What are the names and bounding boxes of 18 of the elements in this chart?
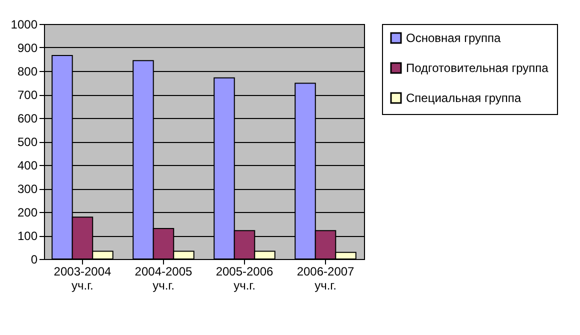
y-tick-label: 1000 xyxy=(10,18,38,32)
y-tick-label: 500 xyxy=(17,135,38,149)
y-tick-label: 600 xyxy=(17,112,38,126)
y-tick-label: 400 xyxy=(17,158,38,172)
y-tick-label: 900 xyxy=(17,41,38,55)
legend-label: Подготовительная группа xyxy=(406,61,549,75)
x-tick-label: 2006-2007 уч.г. xyxy=(296,264,355,292)
legend-label: Специальная группа xyxy=(406,91,522,105)
y-tick-label: 300 xyxy=(17,182,38,196)
x-tick-label: 2004-2005 уч.г. xyxy=(134,264,193,292)
y-tick-label: 800 xyxy=(17,64,38,78)
y-tick-label: 700 xyxy=(17,88,38,102)
x-tick-label: 2005-2006 уч.г. xyxy=(216,264,274,292)
legend-label: Основная группа xyxy=(406,31,502,45)
y-tick-label: 100 xyxy=(17,229,38,243)
y-tick-label: 0 xyxy=(30,252,38,266)
x-tick-label: 2003-2004 уч.г. xyxy=(54,264,112,292)
y-tick-label: 200 xyxy=(17,206,38,220)
